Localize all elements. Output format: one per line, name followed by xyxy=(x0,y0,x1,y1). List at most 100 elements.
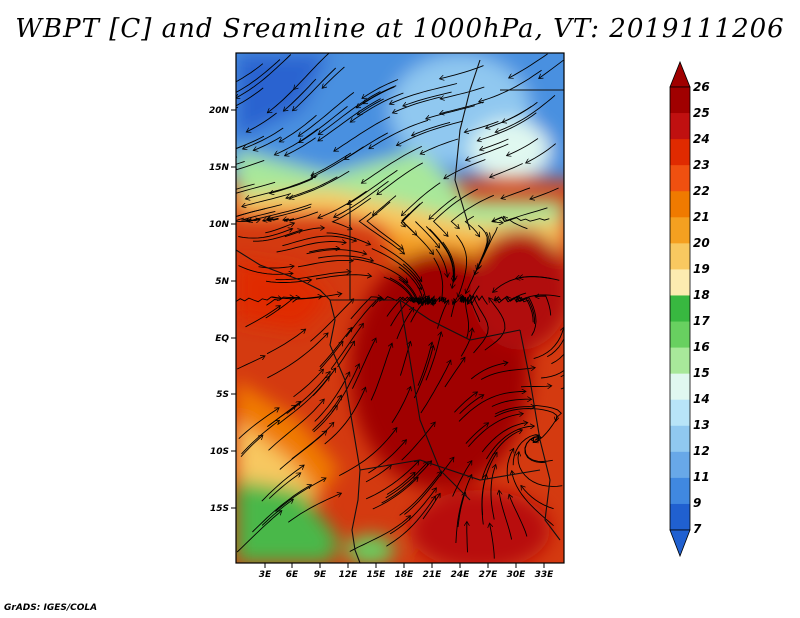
streamline xyxy=(435,248,447,276)
streamline xyxy=(415,221,439,248)
streamline xyxy=(458,391,525,422)
streamline xyxy=(310,299,353,342)
streamline xyxy=(546,329,564,358)
streamline xyxy=(282,235,355,247)
svg-text:15E: 15E xyxy=(367,570,387,580)
streamline xyxy=(531,187,559,199)
lat-tick-label: 20N xyxy=(209,106,236,116)
streamline xyxy=(373,195,397,215)
streamline xyxy=(319,328,352,368)
streamline xyxy=(429,228,454,281)
colorbar-top-arrow xyxy=(669,60,691,88)
streamline xyxy=(237,356,264,370)
lon-tick-label: 21E xyxy=(423,563,442,580)
lat-tick-label: 10S xyxy=(210,447,236,457)
streamline xyxy=(372,478,418,510)
streamline xyxy=(551,353,564,365)
streamline xyxy=(348,169,398,204)
streamline xyxy=(318,255,372,261)
streamline xyxy=(290,170,350,198)
streamline xyxy=(486,426,533,460)
streamline xyxy=(490,465,496,520)
streamline xyxy=(503,101,538,122)
streamline xyxy=(268,206,312,219)
streamline xyxy=(478,112,537,141)
streamline xyxy=(467,522,468,553)
streamline xyxy=(312,396,341,431)
streamline xyxy=(365,461,418,500)
streamline xyxy=(366,201,403,249)
colorbar-label: 17 xyxy=(693,314,710,328)
streamline xyxy=(455,475,472,544)
streamline xyxy=(236,160,245,165)
streamline xyxy=(297,260,353,268)
streamline xyxy=(252,485,310,533)
streamline xyxy=(393,96,441,113)
streamline xyxy=(288,494,340,523)
svg-text:5S: 5S xyxy=(216,390,229,400)
colorbar-bottom-arrow xyxy=(669,529,691,558)
streamline xyxy=(265,223,293,234)
svg-text:12E: 12E xyxy=(339,570,359,580)
lat-tick-label: 15S xyxy=(210,504,236,514)
streamline xyxy=(287,176,338,198)
streamline xyxy=(240,436,262,458)
streamline xyxy=(560,374,564,378)
streamline xyxy=(241,210,276,221)
streamline xyxy=(364,86,395,103)
streamline xyxy=(499,491,513,540)
streamline xyxy=(420,361,451,414)
streamline xyxy=(363,79,399,99)
streamline xyxy=(440,65,484,79)
svg-text:20N: 20N xyxy=(209,106,230,116)
streamline xyxy=(460,329,472,357)
streamline xyxy=(468,294,488,306)
streamline xyxy=(314,373,350,422)
streamline xyxy=(386,497,435,547)
streamline xyxy=(365,465,391,483)
streamline xyxy=(442,241,455,279)
streamline xyxy=(496,294,561,304)
streamline xyxy=(236,204,283,218)
streamline xyxy=(399,472,441,516)
streamline xyxy=(493,277,520,292)
streamline xyxy=(459,395,484,415)
streamline xyxy=(265,280,311,283)
streamline xyxy=(345,132,389,159)
colorbar-label: 26 xyxy=(693,80,710,94)
streamline xyxy=(266,297,293,306)
colorbar-label: 16 xyxy=(693,340,710,354)
streamline xyxy=(236,297,281,303)
streamline xyxy=(351,92,404,122)
colorbar-cell xyxy=(670,191,690,218)
svg-text:15S: 15S xyxy=(210,504,229,514)
streamline xyxy=(402,182,441,215)
streamline xyxy=(358,98,384,114)
streamline xyxy=(452,461,472,497)
streamline xyxy=(280,114,317,141)
streamline xyxy=(277,377,329,425)
streamline xyxy=(491,207,548,223)
svg-text:30E: 30E xyxy=(507,570,527,580)
streamline xyxy=(236,63,264,83)
colorbar-cell xyxy=(670,373,690,401)
streamline xyxy=(457,493,465,528)
streamline xyxy=(539,59,564,78)
streamline xyxy=(258,266,294,268)
streamline xyxy=(481,430,521,480)
streamlines xyxy=(236,53,564,559)
streamline xyxy=(518,453,563,487)
streamline xyxy=(390,297,423,327)
streamline xyxy=(243,193,292,207)
streamline xyxy=(270,178,314,194)
colorbar-cell xyxy=(670,321,690,349)
streamline xyxy=(292,294,342,303)
colorbar-label: 20 xyxy=(693,236,710,250)
svg-text:18E: 18E xyxy=(395,570,415,580)
svg-text:6E: 6E xyxy=(286,570,299,580)
streamline xyxy=(249,203,312,221)
streamline xyxy=(284,228,324,238)
streamline xyxy=(401,203,433,254)
streamline xyxy=(507,138,539,156)
streamline xyxy=(413,346,433,399)
